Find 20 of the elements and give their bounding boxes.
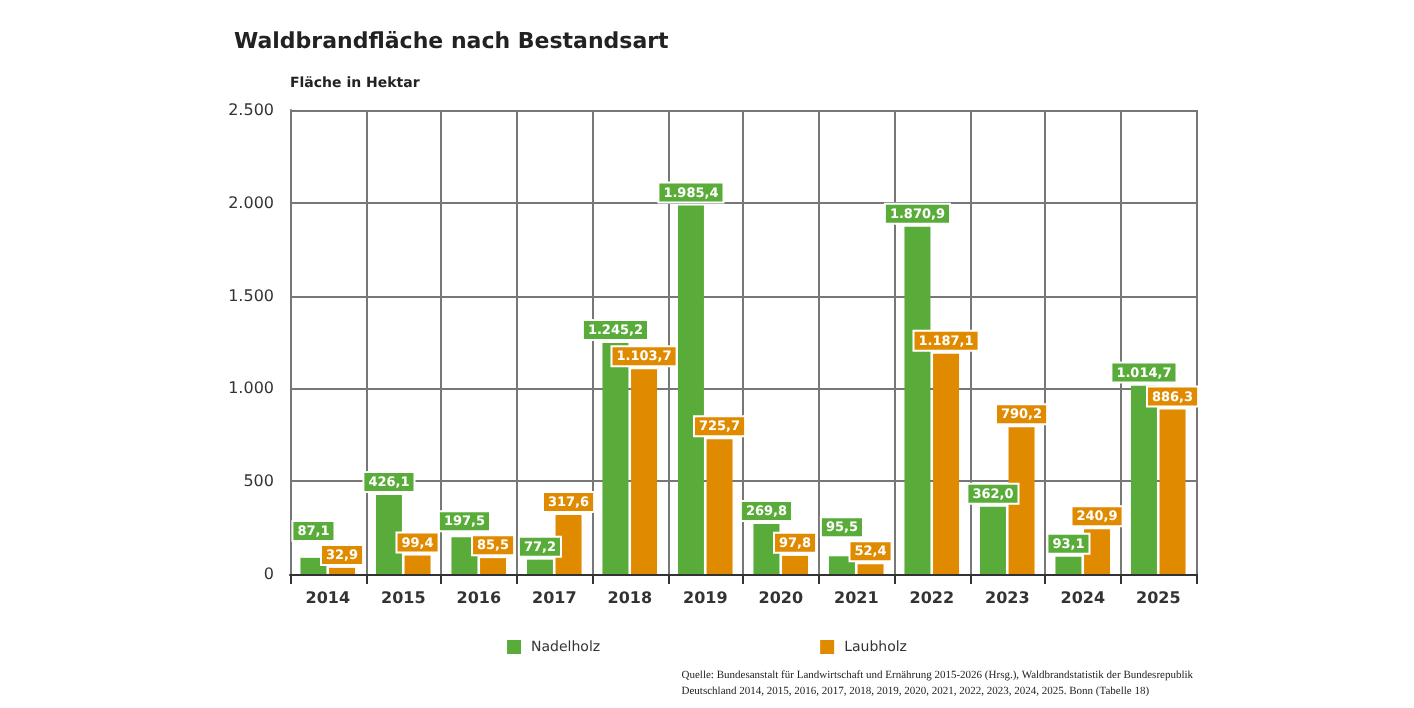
y-tick-label: 0 <box>263 565 274 583</box>
y-tick-label: 2.000 <box>228 193 274 212</box>
y-tick-label: 500 <box>243 472 274 491</box>
x-tick-label: 2024 <box>1060 589 1106 607</box>
x-tick-label: 2015 <box>380 589 427 607</box>
x-tick-label: 2018 <box>607 589 653 607</box>
x-tick-label: 2017 <box>531 589 577 607</box>
x-tick-label: 2020 <box>758 589 804 607</box>
y-tick-label: 1.000 <box>228 379 274 398</box>
y-tick-label: 1.500 <box>228 286 274 305</box>
x-tick-label: 2019 <box>682 589 729 607</box>
x-tick-label: 2014 <box>305 589 351 607</box>
chart-title: Waldbrandfläche nach Bestandsart <box>234 28 669 54</box>
x-tick-label: 2016 <box>456 589 502 607</box>
x-tick-label: 2021 <box>833 589 880 607</box>
x-tick-label: 2023 <box>984 589 1030 607</box>
x-tick-label: 2022 <box>909 589 955 607</box>
y-tick-label: 2.500 <box>228 101 274 119</box>
x-tick-label: 2025 <box>1135 589 1182 607</box>
bar <box>828 556 855 574</box>
